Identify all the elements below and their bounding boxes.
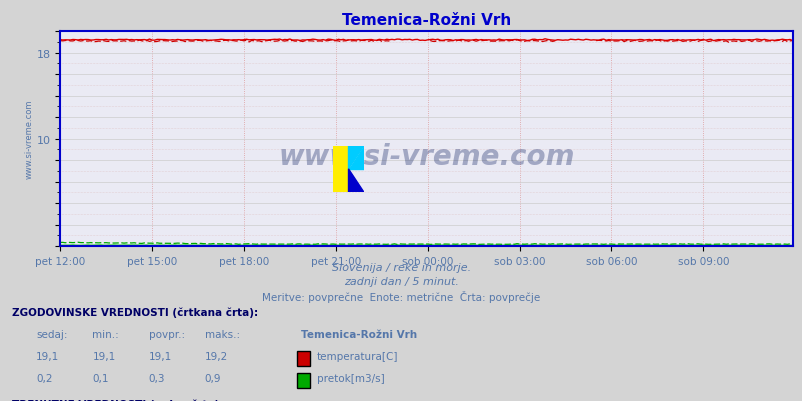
Polygon shape xyxy=(348,146,363,169)
Text: TRENUTNE VREDNOSTI (polna črta):: TRENUTNE VREDNOSTI (polna črta): xyxy=(12,399,223,401)
Polygon shape xyxy=(333,146,348,192)
Text: povpr.:: povpr.: xyxy=(148,329,184,339)
Text: Temenica-Rožni Vrh: Temenica-Rožni Vrh xyxy=(301,329,417,339)
Text: ZGODOVINSKE VREDNOSTI (črtkana črta):: ZGODOVINSKE VREDNOSTI (črtkana črta): xyxy=(12,307,258,317)
Text: min.:: min.: xyxy=(92,329,119,339)
Text: 19,1: 19,1 xyxy=(36,351,59,361)
Text: 0,1: 0,1 xyxy=(92,373,109,383)
Polygon shape xyxy=(348,146,363,169)
Y-axis label: www.si-vreme.com: www.si-vreme.com xyxy=(25,100,34,179)
Text: 19,2: 19,2 xyxy=(205,351,228,361)
Text: 0,9: 0,9 xyxy=(205,373,221,383)
Text: sedaj:: sedaj: xyxy=(36,329,67,339)
Title: Temenica-Rožni Vrh: Temenica-Rožni Vrh xyxy=(342,13,510,28)
Text: maks.:: maks.: xyxy=(205,329,240,339)
Text: www.si-vreme.com: www.si-vreme.com xyxy=(277,142,574,170)
Text: 0,2: 0,2 xyxy=(36,373,53,383)
Text: 0,3: 0,3 xyxy=(148,373,165,383)
Text: Slovenija / reke in morje.: Slovenija / reke in morje. xyxy=(331,263,471,273)
Text: temperatura[C]: temperatura[C] xyxy=(317,351,398,361)
Text: 19,1: 19,1 xyxy=(92,351,115,361)
Text: pretok[m3/s]: pretok[m3/s] xyxy=(317,373,384,383)
Text: 19,1: 19,1 xyxy=(148,351,172,361)
Text: zadnji dan / 5 minut.: zadnji dan / 5 minut. xyxy=(343,277,459,287)
Polygon shape xyxy=(348,169,363,192)
Text: Meritve: povprečne  Enote: metrične  Črta: povprečje: Meritve: povprečne Enote: metrične Črta:… xyxy=(262,291,540,303)
